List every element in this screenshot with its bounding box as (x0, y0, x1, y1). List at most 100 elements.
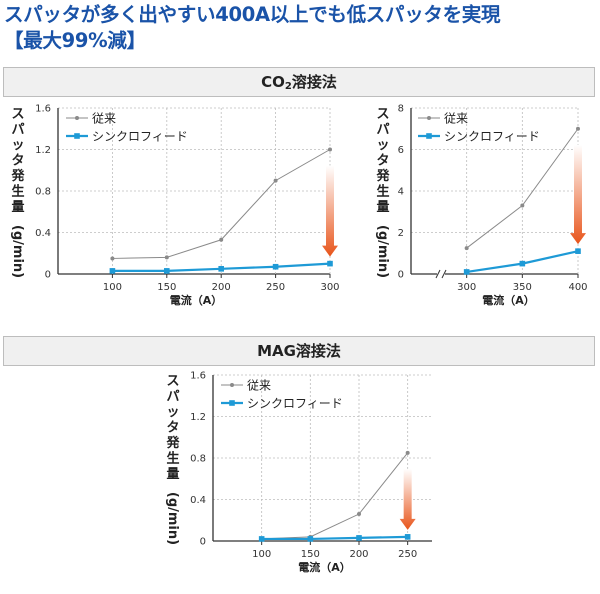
y-axis-title-char: タ (11, 154, 24, 169)
x-tick-label: 250 (266, 282, 285, 293)
x-tick-label: 200 (349, 549, 368, 560)
point-conventional (405, 450, 410, 455)
point-syncrofeed (327, 260, 333, 267)
x-axis-title: 電流（A） (298, 560, 351, 574)
y-axis-title-char: 発 (10, 168, 25, 184)
y-tick-label: 6 (398, 145, 404, 156)
legend-marker-conventional (427, 116, 431, 120)
series-line-conventional (261, 452, 409, 540)
y-axis-title-char: 量 (166, 467, 179, 482)
section-header-co2: CO2溶接法 (3, 67, 595, 97)
y-tick-label: 8 (398, 104, 404, 115)
legend-label-conventional: 従来 (92, 112, 116, 126)
x-tick-label: 100 (252, 549, 271, 560)
y-tick-label: 0.8 (35, 187, 51, 198)
legend-label-syncrofeed: シンクロフィード (247, 397, 343, 411)
y-tick-label: 4 (398, 187, 404, 198)
legend-marker-syncrofeed (229, 400, 235, 406)
chart-1: 0 0.4 0.8 1.2 1.6 100 150 200 250 300 電流（A） スパッタ発生量… (10, 104, 340, 308)
point-syncrofeed (164, 268, 170, 274)
x-tick-label: 150 (157, 282, 176, 293)
x-tick-label: 300 (457, 282, 476, 293)
y-axis-title-char: ッ (11, 138, 24, 153)
point-conventional (357, 512, 361, 517)
point-syncrofeed (463, 269, 470, 275)
headline-line-1: スパッタが多く出やすい400A以上でも低スパッタを実現 (4, 3, 501, 26)
y-tick-label: 1.6 (35, 104, 51, 115)
legend-marker-conventional (75, 116, 79, 120)
point-conventional (328, 147, 332, 152)
y-tick-label: 0.8 (190, 454, 206, 465)
legend-marker-syncrofeed (426, 133, 432, 139)
y-axis-title-char: タ (166, 421, 179, 436)
y-axis-title-char: ス (11, 107, 24, 122)
x-tick-label: 300 (320, 282, 339, 293)
headline-line-2: 【最大99%減】 (4, 29, 146, 52)
y-axis-title-char: 生 (11, 184, 24, 200)
legend-marker-syncrofeed (74, 133, 80, 139)
y-axis-title-units: (g/min) (165, 492, 180, 545)
y-axis-title-char: ス (166, 374, 179, 389)
y-axis-title-char: 生 (376, 184, 389, 200)
reduction-arrow (322, 165, 338, 257)
y-axis-title-char: ッ (376, 138, 389, 153)
y-tick-label: 0 (398, 270, 404, 281)
y-axis-title-char: 量 (376, 200, 389, 215)
y-tick-label: 1.2 (190, 412, 206, 423)
y-axis-title-char: ス (376, 107, 389, 122)
co2-title-suffix: 溶接法 (291, 73, 337, 91)
legend-label-conventional: 従来 (247, 379, 271, 393)
axis-break-gap (437, 270, 445, 278)
point-syncrofeed (575, 248, 581, 254)
y-tick-label: 1.6 (190, 371, 206, 382)
y-axis-title-char: 生 (166, 451, 179, 467)
x-tick-label: 250 (398, 549, 417, 560)
point-conventional (110, 256, 115, 261)
x-tick-label: 350 (513, 282, 532, 293)
point-conventional (520, 203, 525, 208)
y-axis-title-units: (g/min) (375, 225, 390, 278)
legend-label-conventional: 従来 (444, 112, 468, 126)
legend-label-syncrofeed: シンクロフィード (444, 130, 540, 144)
y-axis-title-char: 発 (165, 435, 180, 451)
x-tick-label: 200 (212, 282, 231, 293)
point-syncrofeed (272, 263, 279, 270)
point-syncrofeed (307, 536, 314, 542)
point-conventional (576, 126, 580, 131)
y-tick-label: 0.4 (35, 228, 51, 239)
reduction-arrow (399, 468, 416, 530)
y-tick-label: 0 (200, 537, 206, 548)
axis-break-mark (435, 269, 447, 279)
point-syncrofeed (356, 535, 362, 541)
headline: スパッタが多く出やすい400A以上でも低スパッタを実現 【最大99%減】 (4, 2, 596, 54)
point-conventional (273, 178, 278, 183)
reduction-arrow (570, 144, 586, 245)
x-tick-label: 150 (301, 549, 320, 560)
legend-marker-conventional (230, 383, 234, 387)
co2-title-prefix: CO (261, 73, 285, 91)
co2-title-subscript: 2 (284, 81, 292, 92)
mag-title: MAG溶接法 (257, 342, 341, 360)
x-axis-title: 電流（A） (170, 293, 223, 307)
y-axis-title-char: パ (11, 123, 24, 138)
y-tick-label: 0.4 (190, 495, 206, 506)
y-tick-label: 2 (398, 228, 404, 239)
x-tick-label: 100 (103, 282, 122, 293)
y-axis-title-char: 発 (375, 168, 390, 184)
point-syncrofeed (109, 268, 116, 274)
y-axis-title-char: タ (376, 154, 389, 169)
y-axis-title-char: ッ (166, 405, 179, 420)
point-syncrofeed (218, 266, 224, 272)
point-syncrofeed (404, 534, 411, 540)
y-axis-title-units: (g/min) (10, 225, 25, 278)
legend-label-syncrofeed: シンクロフィード (92, 130, 188, 144)
